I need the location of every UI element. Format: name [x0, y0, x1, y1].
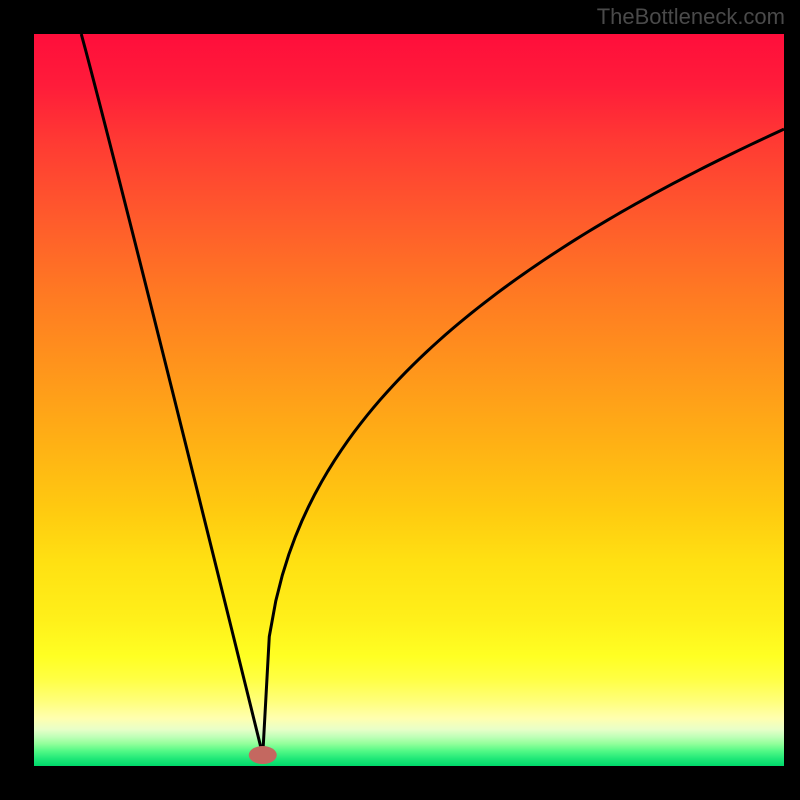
minimum-marker [249, 746, 277, 764]
watermark-text: TheBottleneck.com [597, 4, 785, 30]
chart-background [34, 34, 784, 766]
bottleneck-chart [34, 34, 784, 766]
chart-svg [34, 34, 784, 766]
